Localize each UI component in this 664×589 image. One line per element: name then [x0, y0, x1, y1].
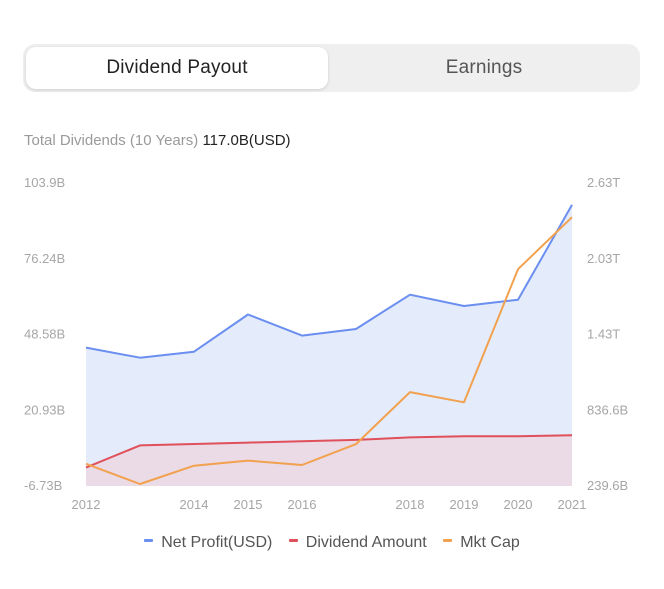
x-tick-label: 2021: [558, 497, 587, 512]
y-right-tick-label: 1.43T: [587, 327, 620, 342]
y-left-tick-label: 76.24B: [24, 251, 65, 266]
x-tick-label: 2018: [396, 497, 425, 512]
mkt-cap-line: [85, 216, 573, 485]
x-tick-label: 2014: [180, 497, 209, 512]
x-tick-label: 2012: [72, 497, 101, 512]
net-profit-line: [85, 204, 573, 359]
legend-label-mkt-cap: Mkt Cap: [460, 534, 520, 551]
dividend-amount-area: [86, 435, 572, 486]
legend-item-net-profit[interactable]: Net Profit(USD): [144, 534, 272, 552]
legend-label-dividend-amount: Dividend Amount: [305, 534, 427, 551]
x-tick-label: 2019: [450, 497, 479, 512]
y-left-tick-label: 20.93B: [24, 402, 65, 417]
net-profit-area: [86, 204, 572, 486]
tab-earnings[interactable]: Earnings: [445, 57, 523, 78]
y-right-tick-label: 239.6B: [587, 478, 628, 493]
y-right-tick-label: 2.03T: [587, 251, 620, 266]
x-tick-label: 2015: [234, 497, 263, 512]
legend-label-net-profit: Net Profit(USD): [161, 534, 273, 551]
dividend-amount-line: [85, 434, 573, 469]
y-left-tick-label: -6.73B: [24, 478, 62, 493]
total-dividends-label: Total Dividends (10 Years): [24, 132, 199, 149]
legend-item-dividend-amount[interactable]: Dividend Amount: [288, 534, 427, 552]
y-left-tick-label: 103.9B: [24, 175, 65, 190]
y-left-tick-label: 48.58B: [24, 327, 65, 342]
x-tick-label: 2020: [504, 497, 533, 512]
legend-swatch-dividend-amount: [288, 539, 298, 543]
y-right-tick-label: 2.63T: [587, 175, 620, 190]
dividend-chart: 103.9B 76.24B 48.58B 20.93B -6.73B 2.63T 2.03T…: [24, 175, 628, 512]
total-dividends-summary: Total Dividends (10 Years) 117.0B(USD): [24, 132, 291, 149]
tab-dividend-payout[interactable]: Dividend Payout: [26, 47, 328, 89]
y-right-tick-label: 836.6B: [587, 402, 628, 417]
legend-swatch-net-profit: [144, 539, 154, 543]
x-tick-label: 2016: [288, 497, 317, 512]
tab-bar: Dividend Payout Earnings: [23, 44, 640, 92]
legend-item-mkt-cap[interactable]: Mkt Cap: [443, 534, 520, 552]
chart-legend: Net Profit(USD) Dividend Amount Mkt Cap: [0, 534, 664, 552]
legend-swatch-mkt-cap: [443, 539, 453, 543]
total-dividends-value: 117.0B(USD): [202, 132, 291, 149]
